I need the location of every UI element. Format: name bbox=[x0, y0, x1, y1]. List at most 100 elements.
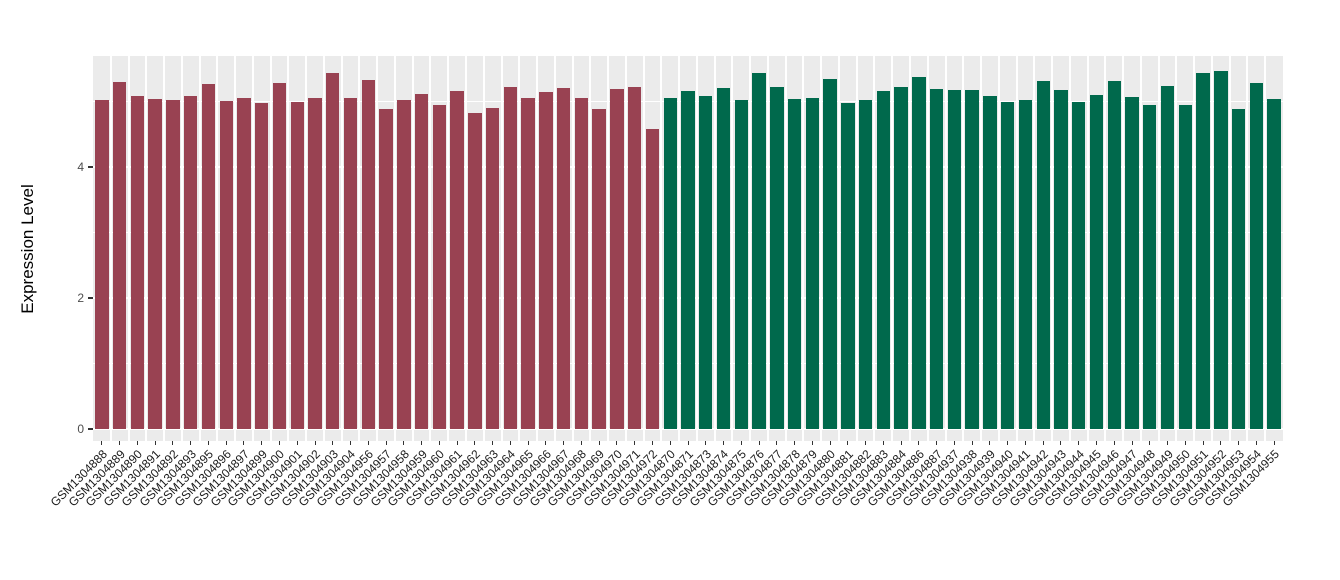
x-gridline bbox=[340, 56, 343, 441]
bar bbox=[503, 87, 518, 429]
x-gridline bbox=[145, 56, 148, 441]
y-tick-mark bbox=[88, 428, 93, 430]
x-tick-mark bbox=[385, 441, 387, 445]
x-gridline bbox=[855, 56, 858, 441]
x-tick-mark bbox=[225, 441, 227, 445]
x-tick-mark bbox=[740, 441, 742, 445]
x-tick-mark bbox=[1184, 441, 1186, 445]
y-tick-mark bbox=[88, 297, 93, 299]
bar bbox=[1267, 98, 1281, 429]
x-tick-mark bbox=[527, 441, 529, 445]
x-tick-mark bbox=[1167, 441, 1169, 445]
x-gridline bbox=[926, 56, 929, 441]
bar bbox=[166, 100, 180, 429]
x-gridline bbox=[749, 56, 752, 441]
bar bbox=[272, 82, 287, 429]
bar bbox=[1125, 96, 1139, 429]
x-gridline bbox=[820, 56, 823, 441]
x-tick-mark bbox=[900, 441, 902, 445]
x-tick-mark bbox=[421, 441, 423, 445]
y-tick-label: 4 bbox=[77, 160, 84, 174]
x-tick-mark bbox=[154, 441, 156, 445]
bar bbox=[805, 97, 820, 429]
bar bbox=[432, 105, 447, 429]
x-gridline bbox=[1193, 56, 1196, 441]
bar bbox=[361, 79, 375, 429]
bar bbox=[734, 100, 748, 429]
x-gridline bbox=[1122, 56, 1125, 441]
x-gridline bbox=[944, 56, 947, 441]
x-gridline bbox=[127, 56, 130, 441]
x-gridline bbox=[784, 56, 787, 441]
x-tick-mark bbox=[1202, 441, 1204, 445]
x-gridline bbox=[1104, 56, 1107, 441]
x-tick-mark bbox=[1131, 441, 1133, 445]
x-tick-mark bbox=[758, 441, 760, 445]
x-gridline bbox=[322, 56, 325, 441]
bar bbox=[716, 87, 731, 429]
x-tick-mark bbox=[207, 441, 209, 445]
bar bbox=[770, 87, 784, 429]
x-tick-mark bbox=[1078, 441, 1080, 445]
x-tick-mark bbox=[136, 441, 138, 445]
x-gridline bbox=[1175, 56, 1178, 441]
x-tick-mark bbox=[1220, 441, 1222, 445]
x-gridline bbox=[393, 56, 396, 441]
x-tick-mark bbox=[545, 441, 547, 445]
x-gridline bbox=[571, 56, 574, 441]
bar bbox=[699, 96, 713, 429]
x-tick-mark bbox=[1007, 441, 1009, 445]
x-gridline bbox=[891, 56, 894, 441]
x-gridline bbox=[305, 56, 308, 441]
y-tick-mark bbox=[88, 166, 93, 168]
x-gridline bbox=[376, 56, 379, 441]
x-gridline bbox=[109, 56, 112, 441]
x-tick-mark bbox=[119, 441, 121, 445]
x-gridline bbox=[464, 56, 467, 441]
y-tick-label: 2 bbox=[77, 291, 84, 305]
x-gridline bbox=[198, 56, 201, 441]
bar bbox=[183, 96, 198, 429]
x-gridline bbox=[411, 56, 414, 441]
x-gridline bbox=[1139, 56, 1142, 441]
x-tick-mark bbox=[367, 441, 369, 445]
bar bbox=[1107, 81, 1121, 429]
x-gridline bbox=[163, 56, 166, 441]
x-gridline bbox=[695, 56, 698, 441]
x-tick-mark bbox=[332, 441, 334, 445]
bar bbox=[752, 72, 766, 429]
x-tick-mark bbox=[314, 441, 316, 445]
bar bbox=[965, 90, 979, 429]
x-gridline bbox=[713, 56, 716, 441]
x-tick-mark bbox=[918, 441, 920, 445]
bar bbox=[343, 98, 358, 429]
bar bbox=[841, 103, 855, 429]
x-tick-mark bbox=[953, 441, 955, 445]
x-gridline bbox=[216, 56, 219, 441]
x-tick-mark bbox=[1113, 441, 1115, 445]
bar bbox=[592, 108, 606, 429]
x-tick-mark bbox=[705, 441, 707, 445]
x-tick-mark bbox=[563, 441, 565, 445]
bar bbox=[255, 102, 269, 429]
x-gridline bbox=[802, 56, 805, 441]
bar bbox=[290, 102, 304, 429]
bar bbox=[308, 97, 322, 429]
bar bbox=[1196, 72, 1210, 429]
bar bbox=[1249, 82, 1264, 429]
x-gridline bbox=[962, 56, 965, 441]
x-gridline bbox=[1068, 56, 1071, 441]
bar bbox=[148, 98, 162, 429]
bar bbox=[112, 81, 127, 429]
x-gridline bbox=[766, 56, 769, 441]
x-gridline bbox=[1228, 56, 1231, 441]
bar bbox=[414, 94, 429, 429]
x-gridline bbox=[553, 56, 556, 441]
x-tick-mark bbox=[172, 441, 174, 445]
x-tick-mark bbox=[971, 441, 973, 445]
x-tick-mark bbox=[669, 441, 671, 445]
x-tick-mark bbox=[278, 441, 280, 445]
x-tick-mark bbox=[403, 441, 405, 445]
x-gridline bbox=[980, 56, 983, 441]
